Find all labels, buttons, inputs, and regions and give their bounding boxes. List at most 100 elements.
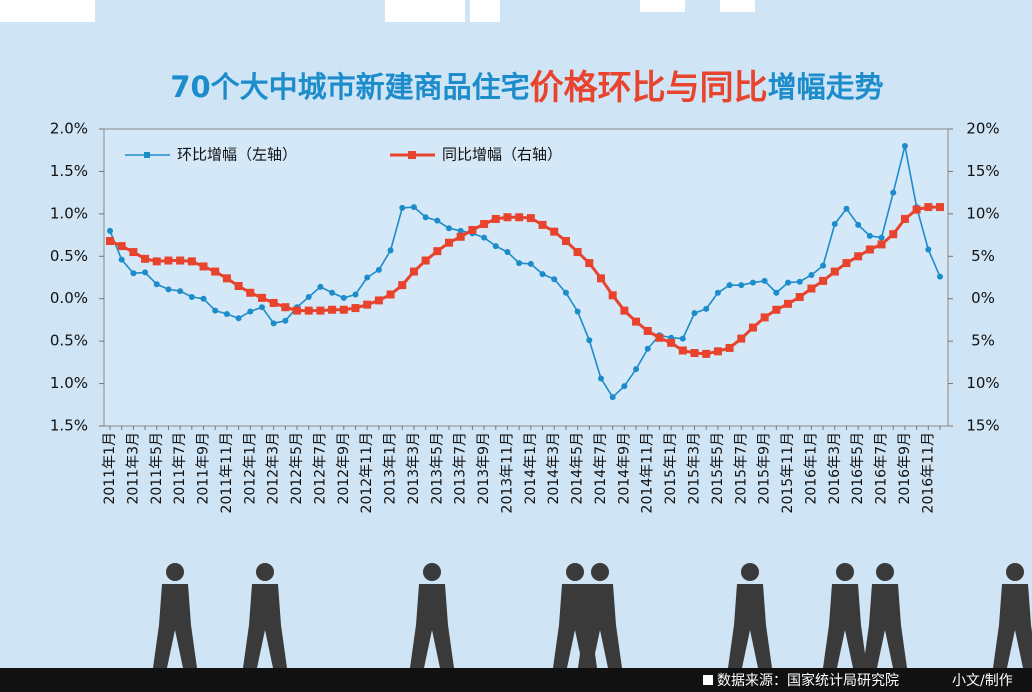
marker <box>865 245 874 254</box>
marker <box>808 271 815 278</box>
marker <box>269 298 278 307</box>
marker <box>843 205 850 212</box>
marker <box>737 334 746 343</box>
marker <box>796 278 803 285</box>
marker <box>855 221 862 228</box>
marker <box>912 205 921 214</box>
x-tick-label: 2013年5月 <box>429 432 445 505</box>
marker <box>877 240 886 249</box>
y2-tick-label: 5% <box>971 332 995 350</box>
marker <box>551 276 558 283</box>
x-tick-label: 2014年11月 <box>640 432 656 513</box>
marker <box>457 227 464 234</box>
marker <box>118 256 125 263</box>
marker <box>374 296 383 305</box>
y2-tick-label: 15% <box>966 162 999 180</box>
x-tick-label: 2016年11月 <box>920 432 936 513</box>
marker <box>890 189 897 196</box>
marker <box>188 294 195 301</box>
marker <box>234 281 243 290</box>
marker <box>351 304 360 313</box>
marker <box>165 286 172 293</box>
person-body <box>243 584 287 668</box>
marker <box>211 267 220 276</box>
person-head <box>566 563 584 581</box>
person-body <box>410 584 454 668</box>
marker <box>410 204 417 211</box>
marker <box>866 232 873 239</box>
marker <box>936 203 944 212</box>
x-tick-label: 2015年11月 <box>780 432 796 513</box>
x-tick-label: 2015年9月 <box>757 432 773 505</box>
marker <box>643 326 652 335</box>
person-head <box>166 563 184 581</box>
marker <box>363 300 372 309</box>
marker <box>679 335 686 342</box>
marker <box>515 213 524 222</box>
marker <box>409 267 418 276</box>
source: 数据来源：国家统计局研究院 <box>717 672 899 689</box>
marker <box>573 248 582 257</box>
marker <box>561 237 570 246</box>
x-tick-label: 2013年9月 <box>476 432 492 505</box>
marker <box>421 256 430 265</box>
marker <box>830 267 839 276</box>
marker <box>446 225 453 232</box>
marker <box>504 249 511 256</box>
marker <box>106 237 114 246</box>
marker <box>199 262 208 271</box>
decoration <box>0 0 95 22</box>
x-tick-label: 2015年3月 <box>687 432 703 505</box>
x-tick-label: 2015年5月 <box>710 432 726 505</box>
person-head <box>1006 563 1024 581</box>
marker <box>258 304 265 311</box>
marker <box>925 246 932 253</box>
x-tick-label: 2013年7月 <box>453 432 469 505</box>
marker <box>726 282 733 289</box>
marker <box>142 269 149 276</box>
marker <box>107 227 113 234</box>
marker <box>375 266 382 273</box>
x-tick-label: 2013年1月 <box>383 432 399 505</box>
marker <box>889 230 898 239</box>
marker <box>176 256 185 265</box>
x-tick-label: 2016年7月 <box>874 432 890 505</box>
marker <box>153 281 160 288</box>
x-tick-label: 2016年9月 <box>897 432 913 505</box>
x-tick-label: 2012年7月 <box>312 432 328 505</box>
y-tick-label: 0.5% <box>50 332 88 350</box>
y-tick-label: 2.0% <box>50 120 88 138</box>
marker <box>246 288 255 297</box>
marker <box>516 260 523 267</box>
x-tick-label: 2014年9月 <box>616 432 632 505</box>
marker <box>434 217 441 224</box>
marker <box>538 220 547 229</box>
marker <box>854 252 863 261</box>
decoration <box>385 0 465 22</box>
marker <box>212 307 219 314</box>
marker <box>807 284 816 293</box>
x-tick-label: 2012年3月 <box>266 432 282 505</box>
marker <box>760 313 769 322</box>
marker <box>632 317 641 326</box>
marker <box>387 247 394 254</box>
marker <box>492 243 499 250</box>
marker <box>539 271 546 278</box>
marker <box>200 295 207 302</box>
x-tick-label: 2012年5月 <box>289 432 305 505</box>
x-tick-label: 2016年5月 <box>850 432 866 505</box>
y2-tick-label: 15% <box>966 417 999 435</box>
title-part: 70个大中城市新建商品住宅 <box>170 70 529 104</box>
x-tick-label: 2014年3月 <box>546 432 562 505</box>
person-body <box>863 584 907 668</box>
marker <box>422 214 429 221</box>
marker <box>281 303 290 312</box>
decoration <box>640 0 685 12</box>
person-head <box>423 563 441 581</box>
marker <box>364 274 371 281</box>
marker <box>621 383 628 390</box>
marker <box>293 306 302 315</box>
marker <box>527 260 534 267</box>
person-body <box>578 584 622 668</box>
